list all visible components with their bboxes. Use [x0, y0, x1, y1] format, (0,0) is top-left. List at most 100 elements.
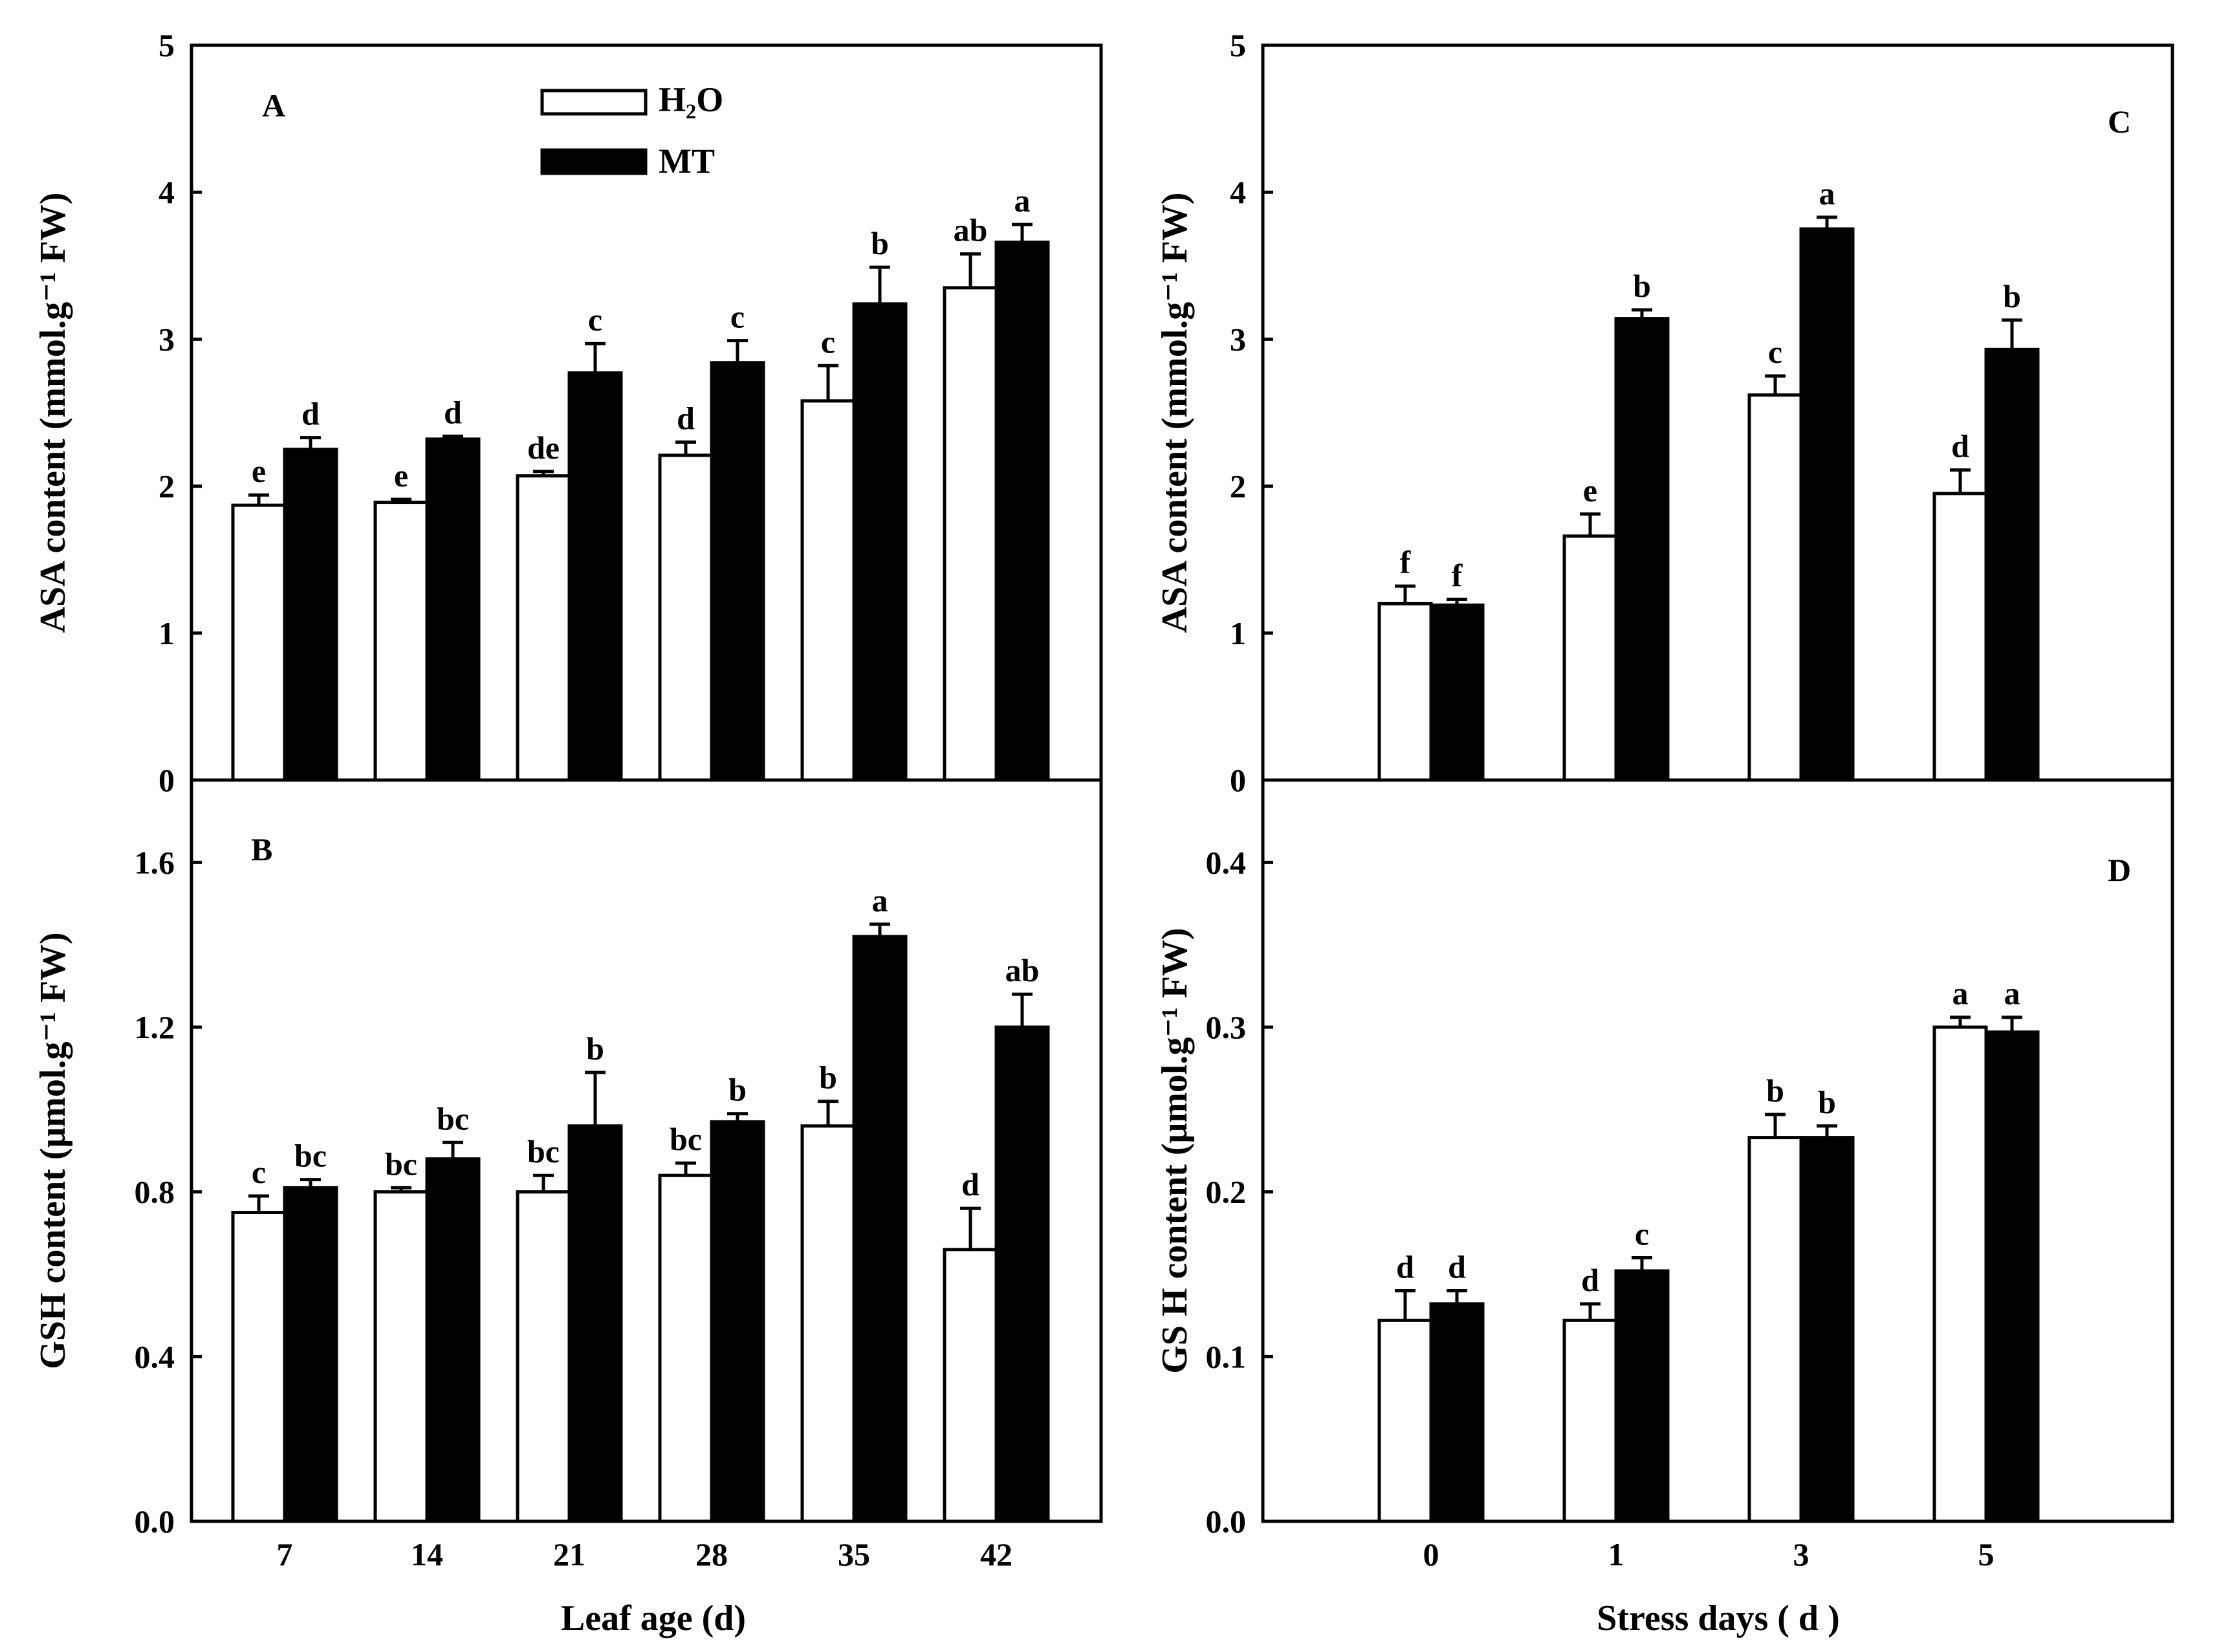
- panel-a-sig-letter: a: [1014, 182, 1031, 219]
- panel-d-ytick-label: 0.2: [1206, 1174, 1247, 1210]
- legend-mt-swatch: [540, 148, 648, 175]
- panel-b-sig-letter: bc: [670, 1121, 702, 1157]
- panel-a-ytick-label: 0: [158, 762, 175, 798]
- panel-d-ytick-label: 0.1: [1206, 1338, 1247, 1375]
- panel-b-letter: B: [251, 831, 272, 867]
- panel-d-bar-h2o: [1377, 1318, 1433, 1523]
- panel-d-sig-letter: b: [1818, 1084, 1836, 1120]
- panel-b-ytick-label: 1.2: [135, 1009, 175, 1045]
- panel-a-sig-letter: c: [821, 323, 835, 360]
- panel-b-bar-mt: [283, 1186, 338, 1523]
- panel-a-sig-letter: e: [394, 457, 408, 494]
- panel-b-ylabel: GSH content (μmol.g⁻¹ FW): [33, 932, 73, 1369]
- panel-d-sig-letter: c: [1635, 1216, 1649, 1252]
- panel-c-ytick-label: 4: [1230, 174, 1246, 210]
- panel-c-sig-letter: d: [1951, 428, 1969, 464]
- legend-mt-label: MT: [659, 142, 715, 180]
- panel-b-sig-letter: bc: [527, 1133, 560, 1169]
- panel-b-bar-h2o: [373, 1190, 429, 1523]
- panel-d-ylabel: GS H content (μmol.g⁻¹ FW): [1155, 928, 1195, 1373]
- panel-b-bar-mt: [567, 1124, 623, 1523]
- panel-b-bar-h2o: [658, 1173, 714, 1523]
- panel-b-sig-letter: b: [728, 1072, 747, 1108]
- panel-d-bar-h2o: [1747, 1136, 1803, 1523]
- panel-a-ytick-label: 3: [158, 321, 175, 357]
- legend-h2o-label: H₂O: [659, 80, 723, 119]
- panel-a-ytick-label: 2: [158, 468, 175, 505]
- panel-b-sig-letter: bc: [437, 1100, 469, 1136]
- panel-b-bar-h2o: [516, 1190, 571, 1523]
- panel-b-sig-letter: b: [819, 1060, 837, 1096]
- panel-a-bar-h2o: [800, 399, 856, 782]
- panel-d-sig-letter: d: [1581, 1262, 1599, 1298]
- panel-c-ytick-label: 5: [1230, 27, 1246, 63]
- panel-a-sig-letter: d: [444, 394, 462, 430]
- panel-c-sig-letter: e: [1583, 472, 1597, 508]
- panel-b-sig-letter: a: [872, 882, 888, 918]
- panel-a-sig-letter: de: [527, 429, 560, 466]
- panel-c-bar-mt: [1799, 227, 1855, 782]
- panel-c-bar-h2o: [1747, 393, 1803, 782]
- panel-d-xlabel: Stress days ( d ): [1597, 1598, 1839, 1638]
- panel-a-sig-letter: c: [730, 299, 745, 335]
- panel-b-xtick-label: 28: [695, 1536, 728, 1572]
- panel-a-bar-h2o: [516, 474, 571, 782]
- panel-c-ytick-label: 0: [1230, 762, 1246, 798]
- panel-b-xtick-label: 21: [553, 1536, 585, 1572]
- panel-c-sig-letter: a: [1819, 175, 1835, 212]
- panel-c-sig-letter: f: [1452, 558, 1463, 594]
- panel-c-ylabel: ASA content (mmol.g⁻¹ FW): [1155, 193, 1195, 633]
- panel-b-bar-h2o: [943, 1248, 998, 1523]
- panel-a-letter: A: [262, 87, 285, 124]
- legend-h2o-swatch: [540, 89, 648, 116]
- panel-d-frame: [1261, 778, 2174, 1523]
- panel-d-sig-letter: d: [1396, 1248, 1414, 1285]
- panel-a-bar-mt: [425, 437, 481, 782]
- panel-a-bar-mt: [994, 240, 1050, 782]
- panel-b-bar-mt: [852, 935, 908, 1523]
- panel-a-bar-mt: [283, 448, 338, 782]
- panel-a-sig-letter: d: [301, 396, 320, 432]
- panel-a-bar-mt: [567, 371, 623, 782]
- panel-b-frame: [190, 778, 1103, 1523]
- panel-b-xtick-label: 7: [277, 1536, 293, 1572]
- panel-b-sig-letter: bc: [385, 1146, 417, 1182]
- panel-a-ytick-label: 5: [158, 27, 175, 63]
- panel-c-sig-letter: c: [1768, 334, 1782, 370]
- panel-c-ytick-label: 3: [1230, 321, 1246, 357]
- panel-d-bar-h2o: [1562, 1318, 1618, 1523]
- panel-d-bar-mt: [1429, 1302, 1485, 1523]
- panel-a-bar-h2o: [373, 501, 429, 782]
- panel-c-sig-letter: b: [2003, 278, 2021, 314]
- panel-a-sig-letter: ab: [954, 212, 988, 248]
- panel-a-sig-letter: b: [871, 225, 889, 261]
- panel-d-ytick-label: 0.4: [1206, 844, 1247, 880]
- panel-a-ytick-label: 1: [158, 615, 175, 651]
- panel-c-bar-h2o: [1377, 602, 1433, 782]
- panel-c-bar-h2o: [1932, 492, 1988, 782]
- panel-d-sig-letter: d: [1448, 1248, 1466, 1285]
- panel-c-sig-letter: f: [1400, 544, 1412, 580]
- panel-b-xtick-label: 35: [838, 1536, 870, 1572]
- panel-b-bar-h2o: [231, 1211, 287, 1523]
- panel-b-bar-mt: [425, 1157, 481, 1523]
- panel-b-xtick-label: 42: [980, 1536, 1012, 1572]
- panel-d-bar-mt: [1984, 1030, 2040, 1523]
- panel-b-bar-mt: [710, 1120, 765, 1523]
- panel-c-sig-letter: b: [1633, 268, 1651, 304]
- panel-d-xtick-label: 3: [1793, 1536, 1809, 1572]
- panel-c-bar-mt: [1429, 603, 1485, 782]
- panel-a-bar-h2o: [658, 453, 714, 782]
- panel-a-ylabel: ASA content (mmol.g⁻¹ FW): [33, 193, 73, 633]
- panel-b-plot: 0.00.40.81.21.6c bc7bcbc14bcb21bcb28ba35d…: [135, 844, 1050, 1572]
- panel-a-sig-letter: d: [677, 400, 695, 436]
- panel-c-bar-h2o: [1562, 534, 1618, 782]
- panel-b-ytick-label: 1.6: [135, 844, 175, 880]
- panel-d-sig-letter: b: [1766, 1072, 1784, 1109]
- panel-c-bar-mt: [1614, 317, 1670, 782]
- panel-a-bar-h2o: [231, 503, 287, 782]
- panel-d-ytick-label: 0.3: [1206, 1009, 1247, 1045]
